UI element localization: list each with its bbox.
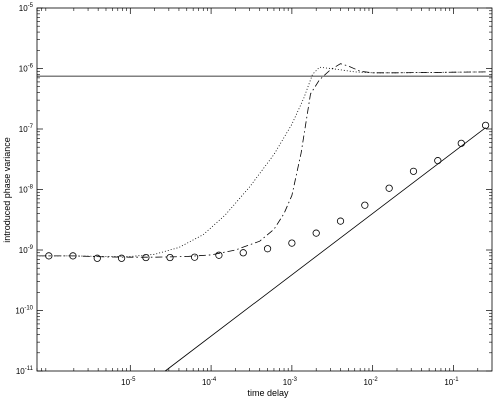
series-marker [434,157,442,165]
series-marker [45,252,53,260]
series-line-dashdot [39,63,486,258]
y-tick-label-base: 10 [19,186,28,195]
y-tick-label-base: 10 [15,307,24,316]
series-marker [361,201,369,209]
x-tick-label-exp: -3 [292,377,298,383]
y-tick-label-exp: -6 [28,64,34,70]
series-marker [142,253,150,262]
y-tick-label-base: 10 [16,367,25,376]
y-tick-label-base: 10 [19,65,28,74]
x-tick-label-base: 10 [202,378,211,387]
x-tick-label-base: 10 [283,378,292,387]
x-tick-label-exp: -4 [211,377,217,383]
series-marker [166,253,174,262]
y-tick-label-base: 10 [19,4,28,13]
y-tick-label: 10-11 [16,366,34,376]
x-tick-label-exp: -1 [453,377,459,383]
series-marker [69,252,77,260]
y-tick-label: 10-9 [19,245,34,255]
series-marker [215,251,223,259]
series-marker [457,139,465,147]
x-tick-label-base: 10 [444,378,453,387]
plot-frame [36,7,493,372]
y-tick-label: 10-5 [19,3,34,13]
y-tick-label-exp: -10 [24,306,33,312]
y-tick-label-exp: -7 [28,124,34,130]
series-marker [190,253,199,261]
series-marker [263,245,272,253]
series-marker [409,167,418,175]
y-tick-label-exp: -9 [28,245,34,251]
x-tick-label-exp: -2 [372,377,378,383]
y-tick-label-exp: -8 [28,185,34,191]
series-layer [37,63,492,372]
axis-ticks: 10-5 10-4 10-3 10-2 10-110-1110-1010-910-810… [15,3,492,387]
series-line-solid [164,127,486,372]
x-tick-label-base: 10 [121,378,130,387]
y-tick-label-exp: -11 [25,366,34,372]
y-tick-label: 10-10 [15,306,33,316]
series-marker [117,254,126,262]
y-tick-label-base: 10 [19,125,28,134]
series-marker [239,249,247,257]
y-tick-label-exp: -5 [28,3,34,9]
x-tick-label: 10-3 [283,377,298,387]
series-marker [312,229,320,237]
series-line-dotted [39,66,486,257]
x-tick-label-base: 10 [364,378,373,387]
y-tick-label: 10-6 [19,64,34,74]
series-marker [482,121,490,129]
y-tick-label: 10-8 [19,185,34,195]
x-tick-label-exp: -5 [130,377,136,383]
x-tick-label: 10-2 [364,377,379,387]
x-tick-label: 10-1 [444,377,459,387]
y-tick-label-base: 10 [19,246,28,255]
x-axis-label: time delay [247,388,289,398]
y-tick-label: 10-7 [19,124,34,134]
series-marker [93,254,101,262]
y-axis-label: introduced phase variance [2,137,12,243]
series-marker [336,217,345,225]
x-tick-label: 10-5 [121,377,136,387]
series-marker [385,184,393,192]
series-marker [288,239,296,247]
x-tick-label: 10-4 [202,377,217,387]
